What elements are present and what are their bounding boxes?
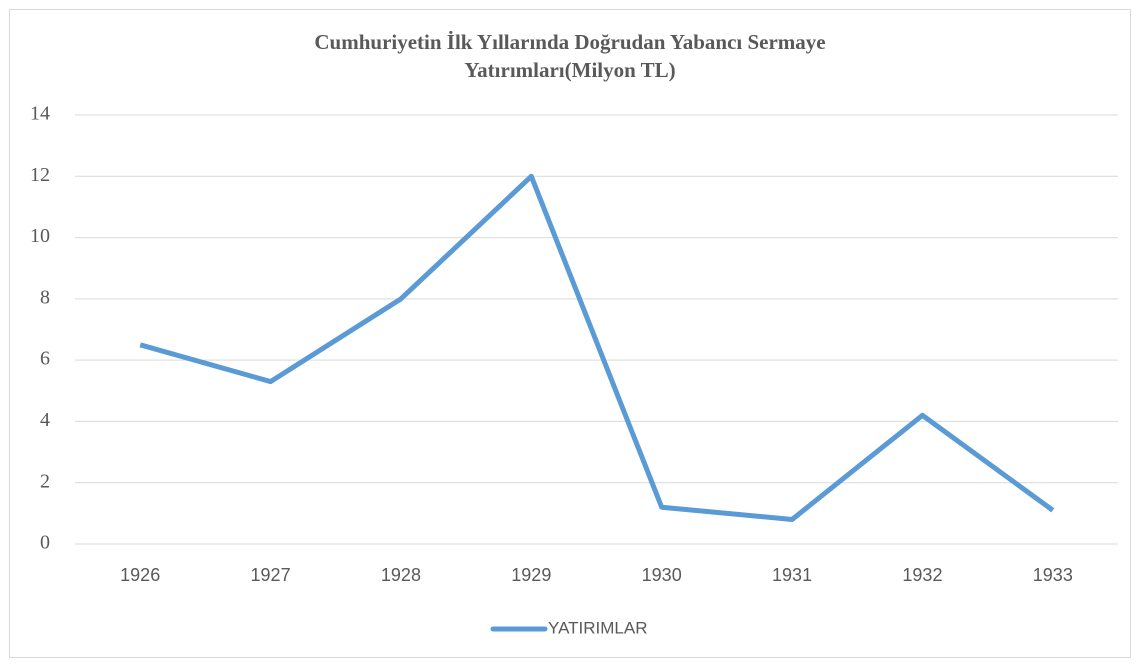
x-tick-label: 1927 [251, 565, 291, 585]
x-tick-label: 1931 [772, 565, 812, 585]
y-tick-label: 10 [30, 225, 50, 247]
y-tick-label: 14 [30, 103, 50, 125]
y-tick-label: 0 [40, 532, 50, 554]
chart-title: Cumhuriyetin İlk Yıllarında Doğrudan Yab… [314, 30, 826, 82]
legend-label: YATIRIMLAR [548, 618, 648, 637]
x-tick-label: 1930 [642, 565, 682, 585]
y-tick-label: 6 [40, 348, 50, 370]
y-tick-label: 2 [40, 470, 50, 492]
y-tick-label: 8 [40, 286, 50, 308]
data-line [139, 173, 1055, 522]
x-tick-label: 1928 [381, 565, 421, 585]
y-tick-label: 4 [40, 409, 50, 431]
chart-border [9, 9, 1131, 658]
x-tick-label: 1926 [120, 565, 160, 585]
x-tick-label: 1933 [1033, 565, 1073, 585]
y-tick-label: 12 [30, 164, 50, 186]
x-tick-label: 1929 [511, 565, 551, 585]
x-tick-label: 1932 [902, 565, 942, 585]
